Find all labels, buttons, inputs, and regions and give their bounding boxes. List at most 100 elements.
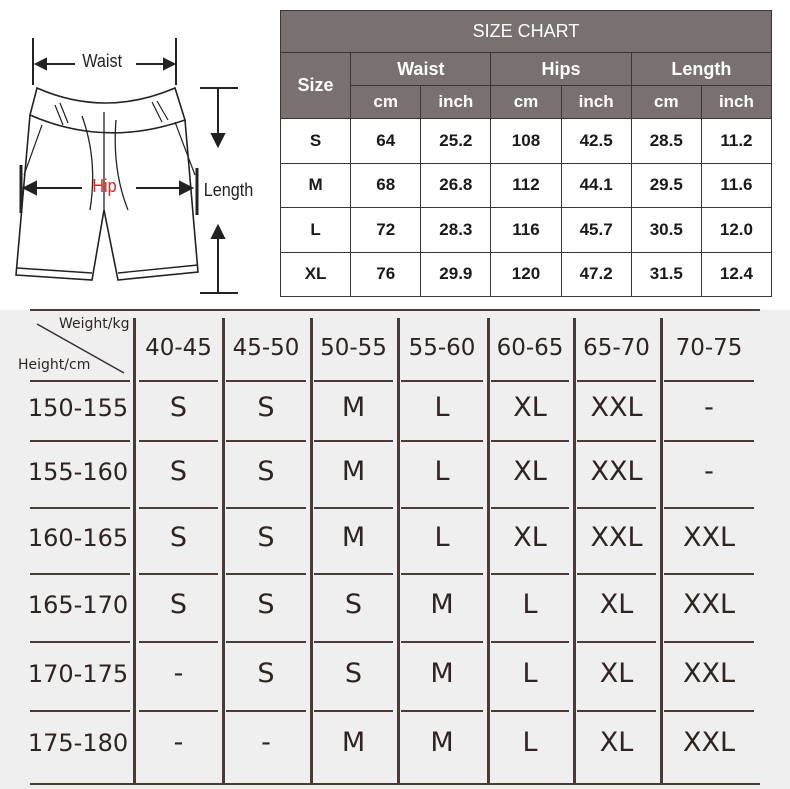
row-divider [577,641,656,643]
height-range-label: 165-170 [27,591,129,619]
column-divider [573,318,576,784]
diagonal-divider [36,323,125,374]
recommended-size-cell: S [257,455,275,487]
row-divider [401,573,483,575]
column-divider [487,318,490,784]
height-range-label: 155-160 [27,457,129,486]
size-chart-title: SIZE CHART [280,10,772,53]
bottom-border [30,783,760,785]
size-cell: S [279,118,352,164]
measurement-cell: 31.5 [630,251,702,297]
hips-header: Hips [490,52,632,86]
row-divider [139,641,218,643]
measurement-cell: 28.3 [420,207,492,253]
row-divider [30,641,130,643]
length-header: Length [630,52,773,86]
recommended-size-cell: S [169,522,188,553]
row-divider [491,641,569,643]
recommended-size-cell: M [430,589,454,620]
recommended-size-cell: XL [599,589,634,620]
height-range-label: 150-155 [27,394,129,422]
recommended-size-cell: M [341,727,366,758]
measurement-cell: 12.4 [700,251,773,297]
size-row: S 64 25.2 108 42.5 28.5 11.2 [279,118,773,164]
row-divider [491,440,569,442]
measurement-cell: 25.2 [420,118,492,164]
row-divider [226,641,306,643]
recommended-size-cell: L [434,455,450,487]
measurement-cell: 72 [350,207,422,253]
size-row: XL 76 29.9 120 47.2 31.5 12.4 [279,251,773,297]
row-divider [139,710,218,712]
recommended-size-cell: XXL [590,522,643,553]
weight-range-header: 60-65 [496,335,564,361]
recommended-size-cell: XL [513,455,547,487]
height-range-label: 170-175 [27,659,129,688]
row-divider [314,507,393,509]
measurement-cell: 112 [490,162,562,208]
row-divider [30,380,130,382]
measurement-cell: 12.0 [700,207,773,253]
row-divider [314,710,393,712]
recommended-size-cell: S [257,392,275,423]
row-divider [30,573,130,575]
row-divider [314,440,393,442]
recommended-size-cell: XL [513,392,547,423]
unit-header: cm [490,85,562,119]
recommended-size-cell: - [173,727,184,758]
column-divider [397,318,400,784]
row-divider [226,380,306,382]
row-divider [139,380,218,382]
recommended-size-cell: XXL [682,727,736,758]
height-axis-label: Height/cm [18,357,91,373]
recommended-size-cell: XXL [682,589,736,620]
size-cell: XL [279,251,352,297]
measurement-cell: 11.2 [700,118,773,164]
recommended-size-cell: XXL [682,657,736,689]
recommended-size-cell: L [434,392,450,423]
row-divider [664,641,754,643]
row-divider [401,710,483,712]
recommended-size-cell: M [430,727,454,758]
size-cell: L [279,207,352,253]
row-divider [577,507,656,509]
recommended-size-cell: M [341,392,366,423]
measurement-cell: 76 [350,251,422,297]
measurement-cell: 116 [490,207,562,253]
recommended-size-cell: S [344,589,363,620]
measurement-cell: 120 [490,251,562,297]
weight-range-header: 40-45 [145,335,212,361]
row-divider [314,641,393,643]
shorts-outline-icon [15,38,238,294]
recommended-size-cell: L [522,727,538,758]
row-divider [139,507,218,509]
measurement-cell: 30.5 [630,207,702,253]
row-divider [226,440,306,442]
row-divider [226,507,306,509]
unit-header: cm [350,85,422,119]
recommended-size-cell: - [261,727,271,758]
recommended-size-cell: S [169,392,188,423]
recommended-size-cell: XXL [590,392,643,423]
size-header: Size [279,52,352,119]
waist-label: Waist [82,51,123,71]
unit-header: inch [700,85,773,119]
measurement-cell: 42.5 [560,118,632,164]
weight-axis-label: Weight/kg [59,316,130,332]
row-divider [226,573,306,575]
measurement-cell: 68 [350,162,422,208]
row-divider [664,380,754,382]
weight-range-header: 45-50 [232,335,300,361]
row-divider [664,440,754,442]
row-divider [491,573,569,575]
row-divider [491,710,569,712]
column-divider [133,318,136,784]
weight-range-header: 65-70 [583,335,650,361]
row-divider [577,573,656,575]
recommended-size-cell: S [257,589,275,620]
height-range-label: 160-165 [27,524,129,552]
recommended-size-cell: XL [599,657,634,689]
size-row: M 68 26.8 112 44.1 29.5 11.6 [279,162,773,208]
row-divider [664,710,754,712]
row-divider [226,710,306,712]
